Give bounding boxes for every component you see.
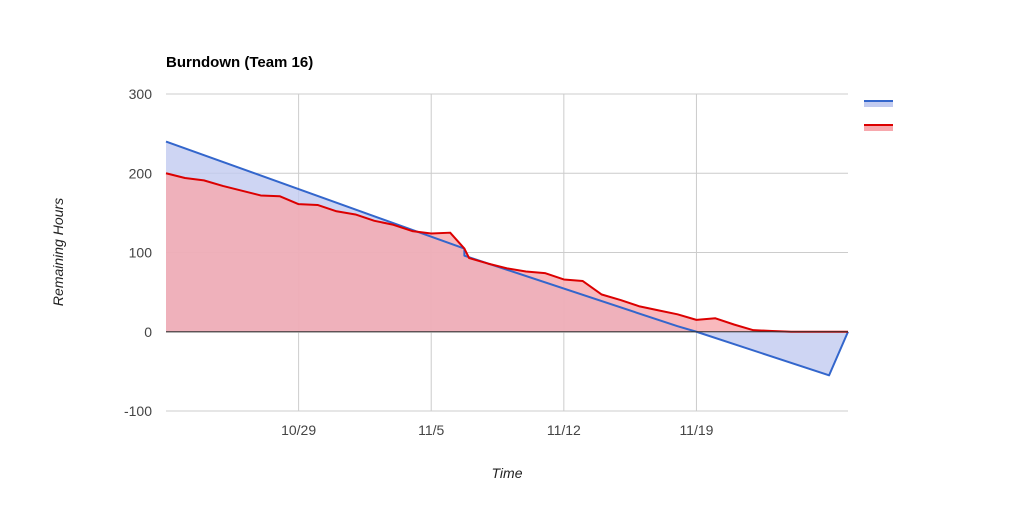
y-tick-label: -100 [124, 403, 152, 419]
y-tick-label: 200 [129, 165, 153, 181]
x-axis-label: Time [492, 465, 523, 481]
y-tick-label: 100 [129, 245, 153, 261]
chart-title: Burndown (Team 16) [166, 54, 313, 71]
series-2-line [165, 172, 848, 333]
series-2-area [166, 173, 848, 332]
legend [864, 100, 893, 131]
x-tick-label: 10/29 [281, 422, 316, 438]
axis-ticks: 300 200 100 0 -100 10/29 11/5 11/12 11/19 [124, 86, 714, 438]
legend-swatch-1-fill [864, 101, 893, 107]
y-tick-label: 0 [144, 324, 152, 340]
y-tick-label: 300 [129, 86, 153, 102]
legend-swatch-2-fill [864, 125, 893, 131]
x-tick-label: 11/5 [418, 422, 444, 438]
series-areas [166, 141, 848, 376]
x-tick-label: 11/19 [679, 422, 713, 438]
series-lines [165, 140, 849, 377]
x-tick-label: 11/12 [547, 422, 581, 438]
y-axis-label: Remaining Hours [50, 198, 66, 306]
